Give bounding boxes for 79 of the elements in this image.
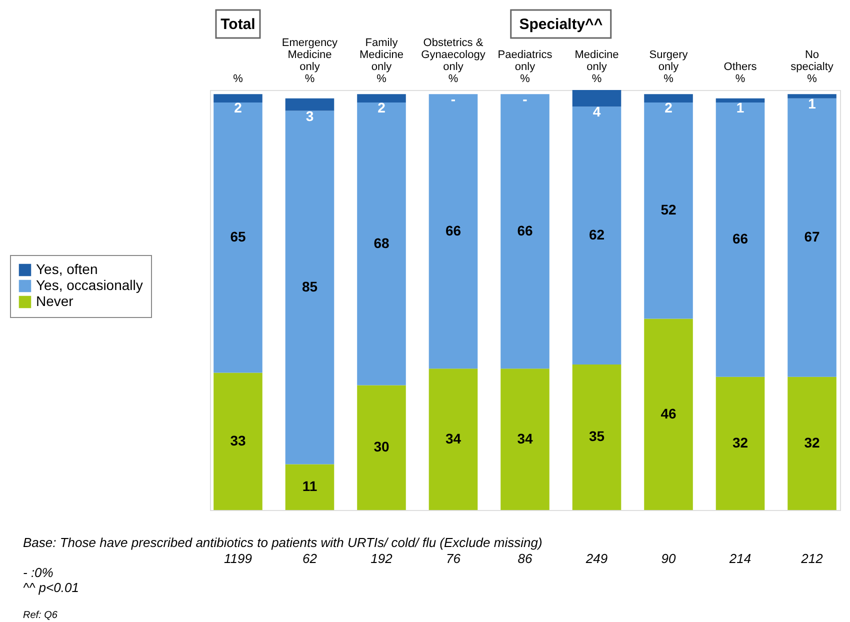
- bar: [644, 94, 693, 102]
- data-label: 2: [664, 99, 673, 116]
- text: Total: [220, 16, 256, 33]
- bar: [572, 106, 622, 364]
- x-tick-label: Paediatrics only %: [498, 49, 553, 85]
- data-label: -: [522, 91, 528, 108]
- data-label: 30: [374, 438, 390, 455]
- text: - :0%: [23, 565, 54, 580]
- data-label: 68: [374, 234, 390, 251]
- text: Ref: Q6: [23, 610, 58, 621]
- text: 212: [800, 551, 824, 566]
- bar: [357, 102, 406, 386]
- data-label: 46: [660, 405, 677, 422]
- text: 62: [302, 551, 318, 566]
- data-label: 66: [517, 222, 533, 238]
- data-label: 4: [592, 104, 601, 120]
- text: Base: Those have prescribed antibiotics to patients with URTIs/ cold/ flu (Exclude missing): [23, 535, 542, 550]
- data-label: 35: [588, 428, 605, 444]
- text: ^^ p<0.01: [23, 580, 79, 595]
- data-label: 2: [378, 99, 386, 116]
- bar: [788, 98, 836, 377]
- bar: [788, 376, 836, 510]
- legend-label: Yes, occasionally: [36, 277, 143, 293]
- data-label: 1: [736, 99, 744, 116]
- bar: [214, 372, 262, 510]
- bar: [500, 368, 550, 510]
- data-label: 66: [445, 222, 462, 238]
- text: 86: [518, 551, 533, 566]
- bar: [500, 94, 550, 369]
- bar: [214, 94, 262, 102]
- bar: [572, 364, 622, 510]
- data-label: 33: [230, 432, 246, 448]
- data-label: 67: [804, 228, 820, 245]
- data-label: 62: [588, 226, 605, 243]
- bar: [572, 90, 622, 107]
- legend-label: Never: [36, 293, 74, 309]
- x-tick-label: Obstetrics & Gynaecology only %: [421, 37, 486, 85]
- bar: [644, 102, 693, 319]
- x-tick-label: Emergency Medicine only %: [282, 37, 338, 85]
- bar: [357, 94, 406, 102]
- bar: [428, 368, 478, 510]
- legend-label: Yes, often: [36, 261, 98, 277]
- bar: [285, 110, 334, 464]
- text: 192: [370, 551, 394, 566]
- data-label: 34: [517, 430, 533, 446]
- bar: [644, 318, 693, 510]
- data-label: 32: [804, 434, 820, 450]
- x-tick-label: Family Medicine only %: [359, 37, 404, 85]
- data-label: 65: [230, 228, 246, 245]
- bar: [214, 102, 262, 373]
- data-label: 85: [302, 278, 318, 295]
- text: 249: [584, 551, 608, 566]
- x-tick-label: Others %: [724, 61, 758, 85]
- bar: [716, 376, 765, 510]
- data-label: 1: [808, 95, 816, 112]
- data-label: 3: [306, 108, 314, 124]
- bar: [285, 98, 334, 111]
- data-label: 11: [302, 478, 318, 494]
- data-label: 32: [732, 434, 748, 450]
- bar: [285, 464, 334, 510]
- bar: [716, 98, 765, 102]
- x-tick-label: No specialty %: [790, 49, 834, 85]
- text: 90: [661, 551, 677, 566]
- data-label: 66: [732, 230, 748, 247]
- text: 1199: [224, 551, 252, 566]
- bar: [357, 385, 406, 510]
- data-label: 52: [660, 202, 677, 218]
- x-tick-label: Surgery only %: [649, 49, 688, 85]
- text: 214: [728, 551, 752, 566]
- bar: [788, 94, 836, 98]
- data-label: 34: [445, 430, 462, 446]
- data-label: 2: [234, 99, 242, 116]
- data-label: -: [450, 91, 456, 108]
- text: 76: [446, 551, 462, 566]
- bar: [716, 102, 765, 377]
- x-tick-label: %: [233, 73, 244, 85]
- bar: [428, 94, 478, 369]
- text: Specialty^^: [519, 16, 603, 33]
- x-tick-label: Medicine only %: [574, 49, 619, 85]
